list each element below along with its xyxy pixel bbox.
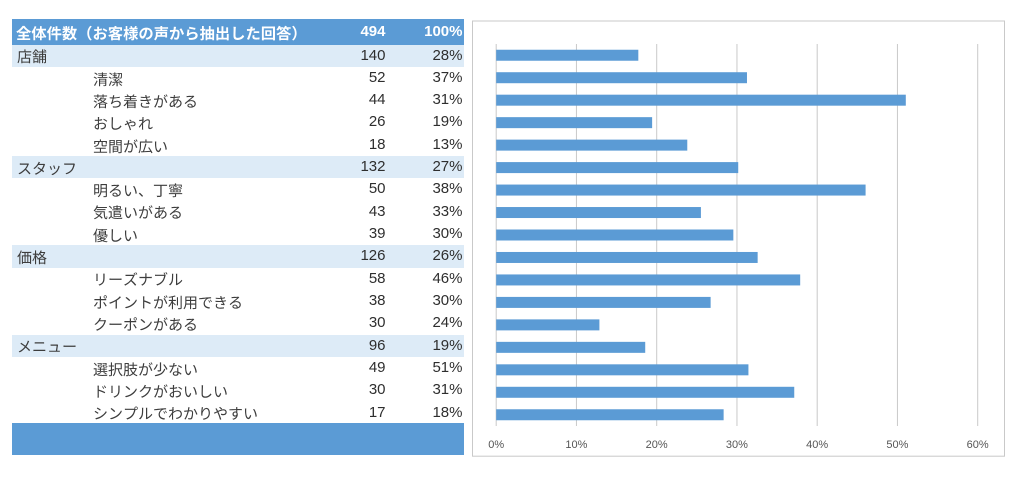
svg-text:10%: 10% [565, 439, 587, 451]
svg-text:0%: 0% [488, 439, 504, 451]
svg-text:40%: 40% [806, 439, 828, 451]
svg-text:20%: 20% [646, 439, 668, 451]
svg-text:30%: 30% [726, 439, 748, 451]
svg-text:50%: 50% [886, 439, 908, 451]
svg-text:60%: 60% [967, 439, 989, 451]
